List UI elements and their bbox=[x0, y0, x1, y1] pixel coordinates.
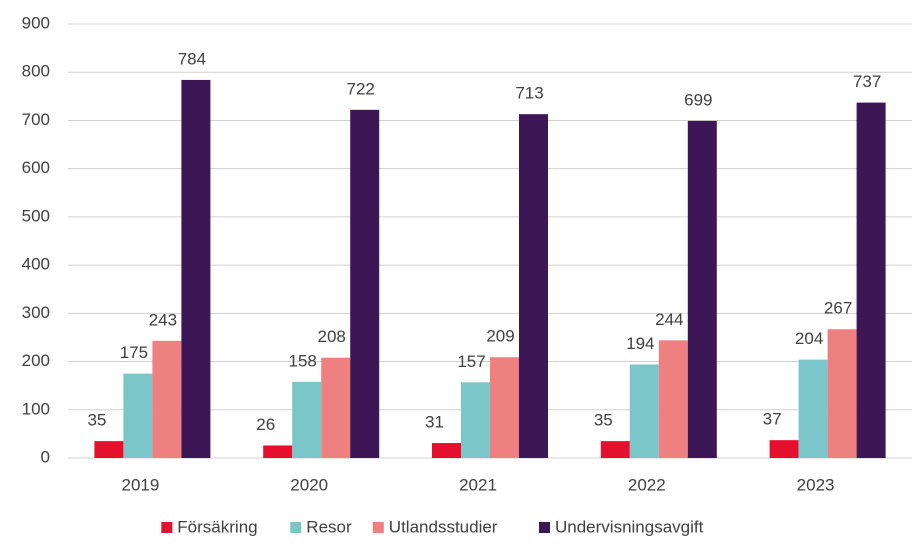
data-label: 35 bbox=[594, 411, 613, 430]
bar bbox=[658, 340, 688, 458]
data-label: 722 bbox=[347, 79, 375, 98]
data-label: 37 bbox=[763, 410, 782, 429]
bar bbox=[769, 440, 799, 458]
bar bbox=[629, 364, 659, 458]
x-tick-label: 2022 bbox=[628, 475, 666, 494]
data-label: 244 bbox=[655, 310, 683, 329]
y-tick-label: 200 bbox=[22, 351, 50, 370]
data-label: 157 bbox=[457, 352, 485, 371]
bar bbox=[321, 357, 351, 458]
data-label: 26 bbox=[256, 415, 275, 434]
bar bbox=[827, 329, 857, 458]
data-label: 208 bbox=[318, 327, 346, 346]
data-label: 699 bbox=[684, 90, 712, 109]
data-label: 175 bbox=[120, 343, 148, 362]
data-label: 737 bbox=[853, 72, 881, 91]
data-label: 267 bbox=[824, 299, 852, 318]
data-label: 204 bbox=[795, 329, 823, 348]
data-label: 158 bbox=[289, 351, 317, 370]
data-label: 713 bbox=[515, 84, 543, 103]
bar bbox=[687, 120, 717, 458]
bar bbox=[123, 373, 153, 458]
x-tick-label: 2020 bbox=[290, 475, 328, 494]
x-tick-label: 2021 bbox=[459, 475, 497, 494]
data-label: 243 bbox=[149, 310, 177, 329]
data-label: 209 bbox=[486, 327, 514, 346]
bar bbox=[292, 381, 322, 458]
bar bbox=[152, 340, 182, 458]
bar bbox=[519, 114, 548, 459]
x-tick-label: 2023 bbox=[797, 475, 835, 494]
bar bbox=[461, 382, 490, 458]
bar bbox=[600, 441, 630, 458]
data-label: 35 bbox=[87, 411, 106, 430]
data-label: 194 bbox=[626, 334, 654, 353]
y-tick-label: 800 bbox=[22, 62, 50, 81]
y-tick-label: 500 bbox=[22, 206, 50, 225]
bar bbox=[856, 102, 886, 458]
legend-label: Försäkring bbox=[177, 517, 257, 536]
y-tick-label: 0 bbox=[41, 447, 50, 466]
y-tick-label: 100 bbox=[22, 399, 50, 418]
bar bbox=[181, 79, 211, 458]
y-tick-label: 600 bbox=[22, 158, 50, 177]
bar bbox=[94, 441, 124, 458]
y-tick-label: 400 bbox=[22, 255, 50, 274]
data-label: 31 bbox=[425, 413, 444, 432]
legend-swatch bbox=[161, 522, 173, 533]
bar bbox=[350, 109, 380, 458]
y-tick-label: 300 bbox=[22, 303, 50, 322]
y-tick-label: 700 bbox=[22, 110, 50, 129]
legend-label: Resor bbox=[306, 517, 352, 536]
legend-swatch bbox=[290, 522, 302, 533]
x-tick-label: 2019 bbox=[121, 475, 159, 494]
data-label: 784 bbox=[178, 49, 206, 68]
legend-swatch bbox=[372, 522, 384, 533]
bar bbox=[798, 359, 828, 458]
legend-label: Utlandsstudier bbox=[389, 517, 498, 536]
legend-swatch bbox=[539, 522, 550, 533]
bar bbox=[432, 443, 461, 458]
bar bbox=[263, 445, 293, 458]
bar bbox=[490, 357, 519, 458]
y-tick-label: 900 bbox=[22, 13, 50, 32]
legend-label: Undervisningsavgift bbox=[555, 517, 704, 536]
